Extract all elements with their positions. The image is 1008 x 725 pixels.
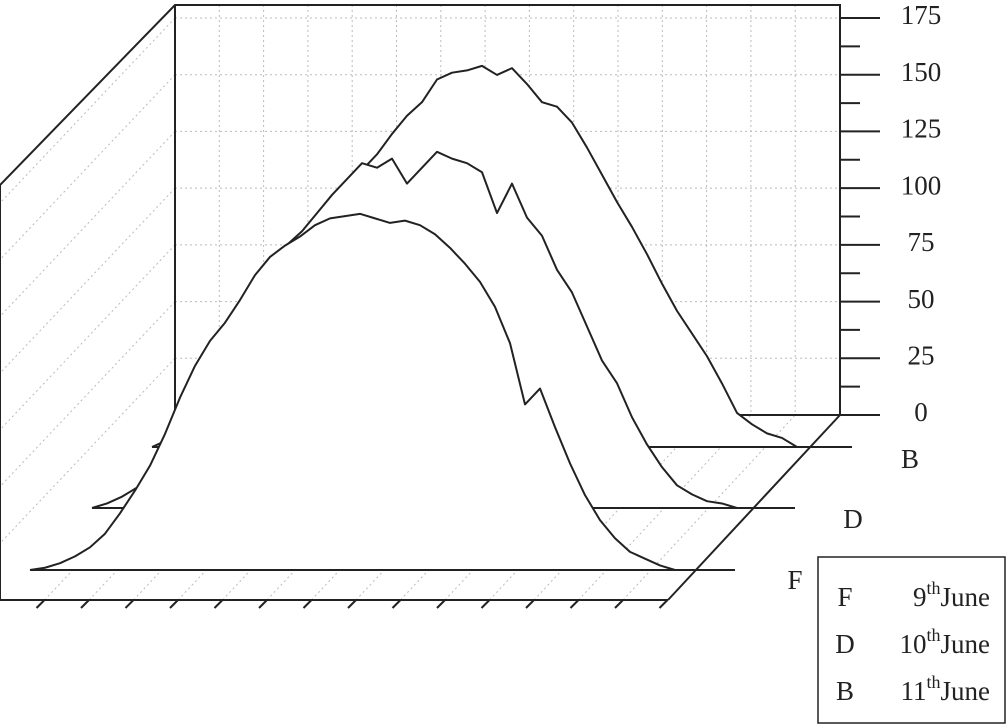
z-label: F (787, 565, 802, 595)
legend-key: F (837, 582, 852, 612)
legend-day: 11 (900, 676, 926, 706)
y-tick-label: 175 (901, 0, 942, 30)
x-tick (35, 599, 46, 609)
x-tick (347, 599, 357, 609)
legend-label: 10thJune (899, 625, 990, 659)
legend (817, 556, 1006, 724)
x-tick (569, 599, 580, 609)
x-tick (124, 599, 135, 609)
x-tick (480, 599, 491, 609)
x-tick (302, 599, 313, 609)
z-label: B (901, 444, 919, 474)
legend-ordinal: th (926, 578, 940, 598)
plot-area (29, 64, 852, 571)
legend-month: June (941, 582, 991, 612)
grid-line (0, 244, 176, 431)
y-tick-label: 75 (908, 227, 935, 257)
legend-ordinal: th (926, 625, 940, 645)
x-tick (436, 599, 446, 609)
y-tick-label: 25 (908, 340, 935, 370)
legend-label: 11thJune (900, 672, 990, 706)
legend-month: June (941, 676, 991, 706)
legend-day: 10 (899, 629, 926, 659)
y-tick-label: 50 (908, 284, 935, 314)
y-tick-label: 100 (901, 170, 942, 200)
legend-label: 9thJune (913, 578, 990, 612)
x-tick (391, 599, 402, 609)
x-tick (525, 599, 535, 609)
legend-day: 9 (913, 582, 927, 612)
x-tick (658, 599, 669, 609)
z-label: D (843, 504, 863, 534)
y-tick-label: 0 (914, 397, 928, 427)
x-tick (258, 599, 268, 609)
series-fill (30, 213, 675, 570)
y-tick-label: 125 (901, 114, 942, 144)
x-tick (614, 599, 624, 609)
legend-ordinal: th (926, 672, 940, 692)
grid-line (0, 17, 176, 204)
legend-key: D (835, 629, 855, 659)
grid-line (0, 187, 176, 374)
legend-key: B (836, 676, 854, 706)
x-tick (169, 599, 179, 609)
x-tick (80, 599, 90, 609)
legend-month: June (941, 629, 991, 659)
series-line (29, 212, 676, 571)
x-tick (213, 599, 224, 609)
y-tick-label: 150 (901, 57, 942, 87)
grid-line (0, 301, 176, 487)
grid-line (0, 74, 176, 261)
